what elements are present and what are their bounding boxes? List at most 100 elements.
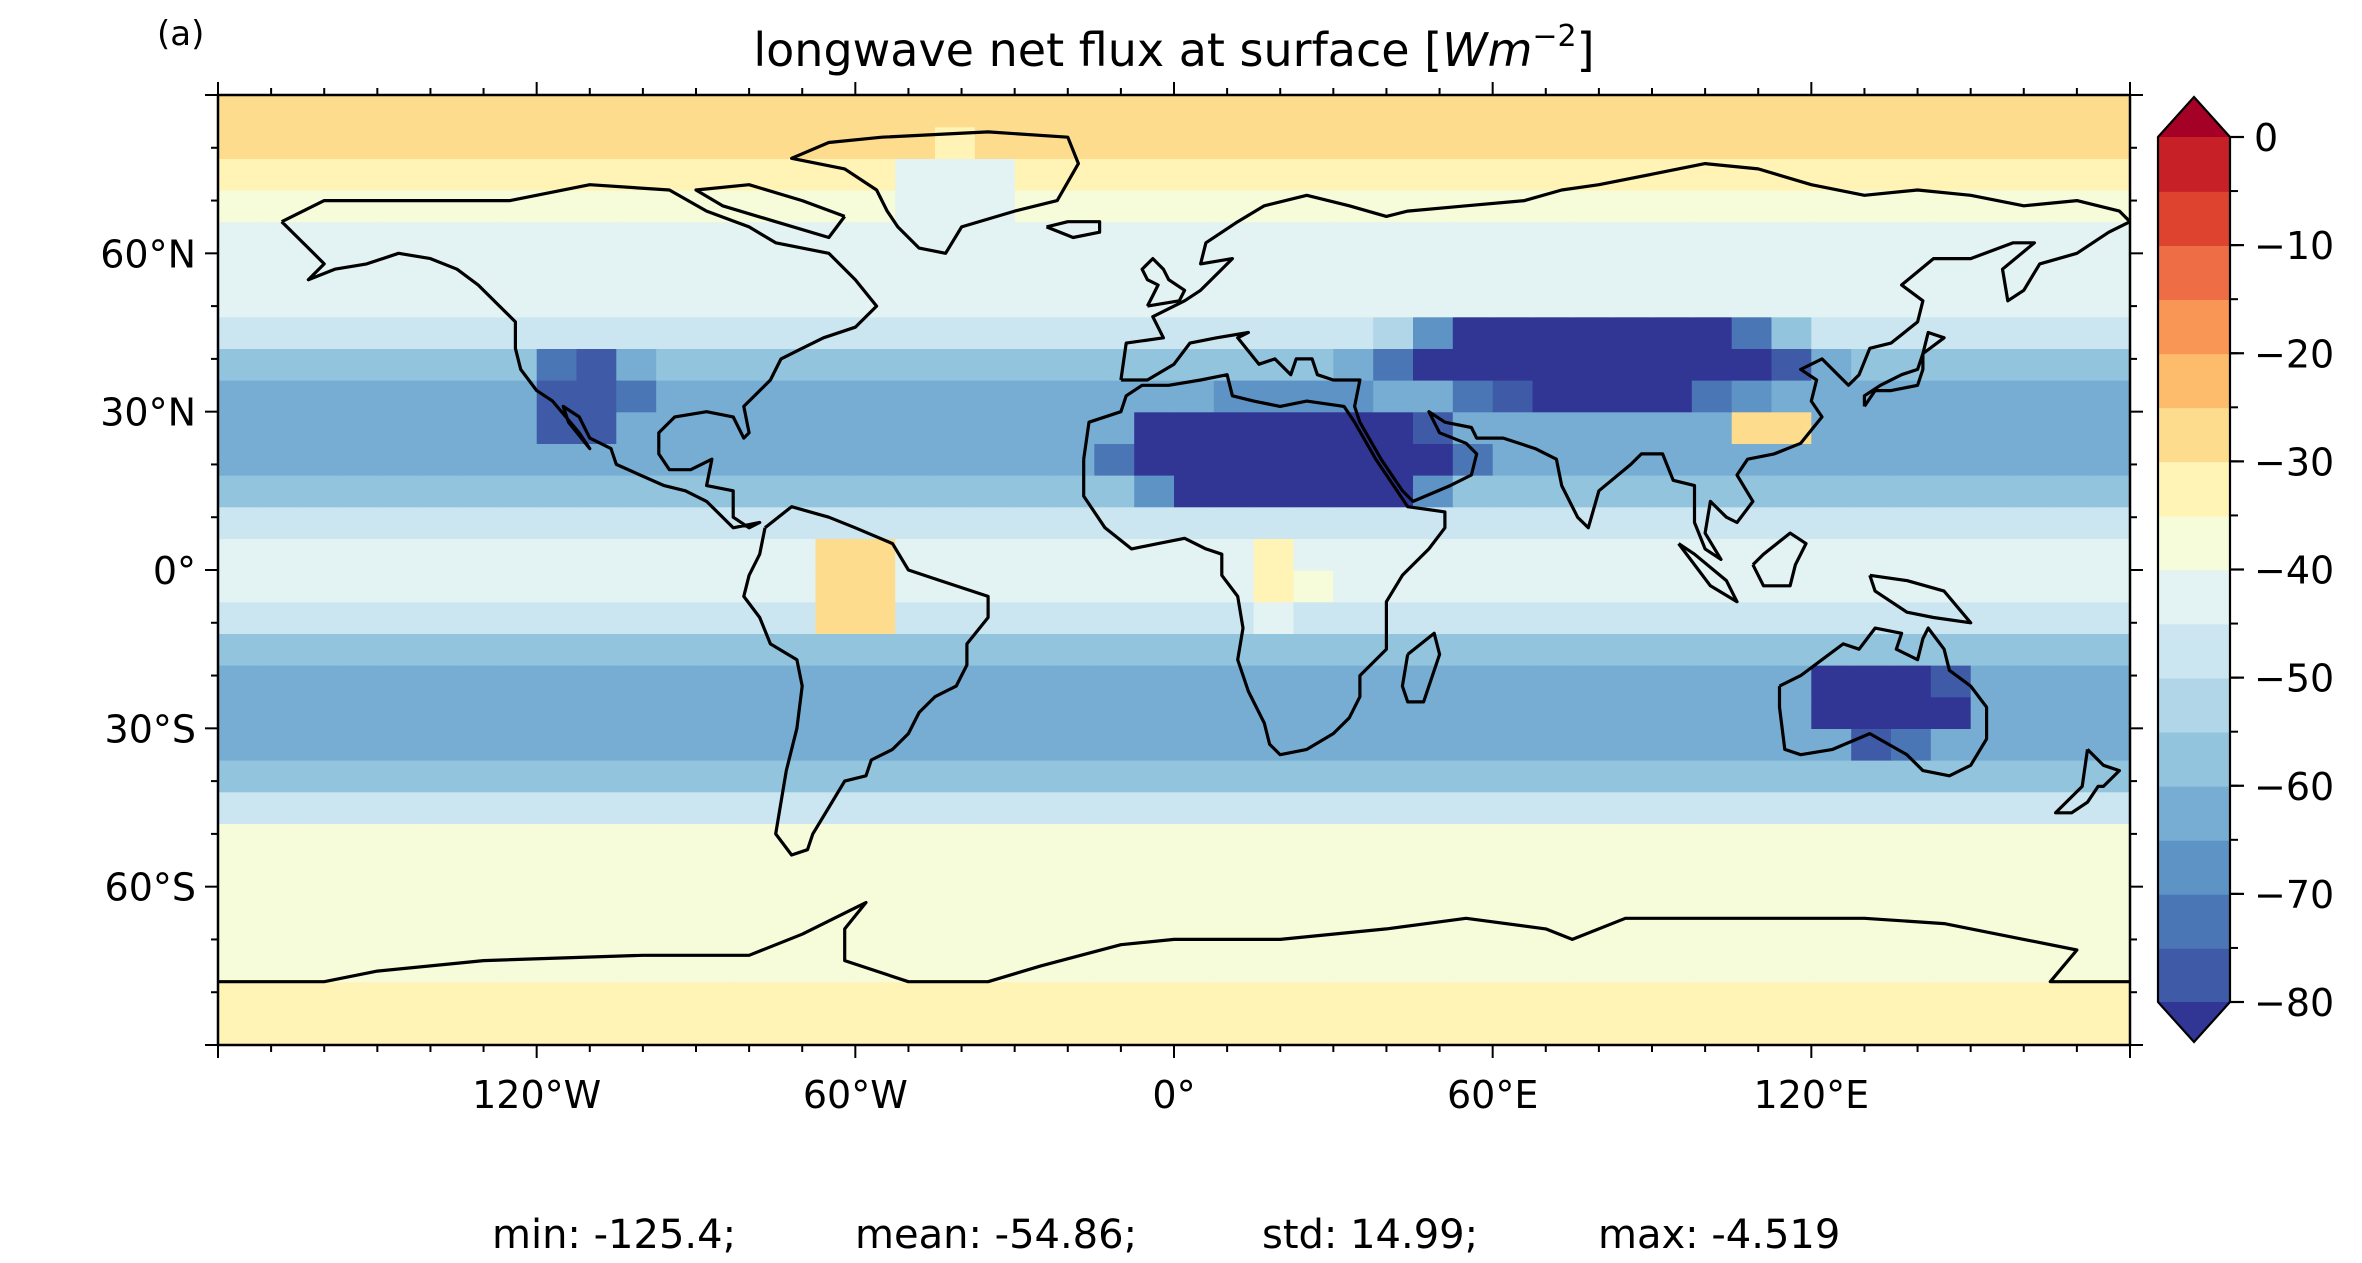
heatmap-cell (1532, 918, 1573, 951)
heatmap-cell (257, 601, 299, 634)
heatmap-cell (1691, 981, 1733, 1014)
heatmap-cell (1572, 95, 1613, 128)
heatmap-cell (1970, 411, 2012, 444)
heatmap-cell (656, 728, 697, 761)
heatmap-cell (616, 760, 657, 793)
heatmap-cell (1293, 823, 1334, 856)
heatmap-cell (1253, 601, 1295, 634)
heatmap-cell (1333, 981, 1374, 1014)
heatmap-cell (457, 443, 498, 476)
heatmap-cell (974, 981, 1016, 1014)
heatmap-cell (1811, 316, 1852, 349)
heatmap-cell (576, 601, 617, 634)
heatmap-cell (457, 950, 498, 983)
heatmap-cell (656, 760, 697, 793)
heatmap-cell (616, 126, 657, 159)
heatmap-cell (1612, 918, 1653, 951)
heatmap-cell (1253, 791, 1295, 824)
heatmap-cell (1134, 665, 1175, 698)
heatmap-cell (616, 696, 657, 729)
heatmap-cell (1691, 601, 1733, 634)
heatmap-cell (297, 791, 339, 824)
heatmap-cell (935, 918, 976, 951)
heatmap-cell (257, 285, 299, 318)
heatmap-cell (297, 126, 339, 159)
heatmap-cell (1492, 791, 1534, 824)
heatmap-cell (775, 285, 817, 318)
heatmap-cell (1731, 855, 1773, 888)
heatmap-cell (656, 285, 697, 318)
heatmap-cell (1612, 285, 1653, 318)
heatmap-cell (1452, 601, 1494, 634)
heatmap-cell (457, 190, 498, 223)
heatmap-cell (2050, 95, 2091, 128)
heatmap-cell (257, 158, 299, 191)
heatmap-cell (1014, 348, 1056, 381)
heatmap-cell (775, 380, 817, 413)
heatmap-cell (1293, 285, 1334, 318)
heatmap-cell (377, 665, 418, 698)
heatmap-cell (1612, 1013, 1653, 1045)
heatmap-cell (1612, 696, 1653, 729)
heatmap-cell (2050, 443, 2091, 476)
heatmap-cell (1851, 443, 1892, 476)
colorbar-extend-min (2158, 1002, 2230, 1042)
heatmap-cell (536, 538, 578, 571)
heatmap-cell (2010, 823, 2051, 856)
heatmap-cell (377, 1013, 418, 1045)
heatmap-cell (775, 918, 817, 951)
heatmap-cell (1134, 633, 1175, 666)
heatmap-cell (974, 158, 1016, 191)
heatmap-cell (457, 633, 498, 666)
heatmap-cell (2010, 158, 2051, 191)
heatmap-cell (417, 380, 458, 413)
heatmap-cell (2090, 918, 2130, 951)
heatmap-cell (1532, 950, 1573, 983)
heatmap-cell (1970, 633, 2012, 666)
heatmap-cell (1891, 253, 1932, 286)
heatmap-cell (257, 411, 299, 444)
heatmap-cell (2050, 538, 2091, 571)
heatmap-cell (974, 380, 1016, 413)
heatmap-cell (1572, 886, 1613, 919)
heatmap-cell (1452, 665, 1494, 698)
heatmap-cell (297, 1013, 339, 1045)
heatmap-cell (417, 506, 458, 539)
heatmap-cell (1174, 380, 1215, 413)
colorbar-segment (2158, 353, 2230, 409)
heatmap-cell (218, 285, 259, 318)
heatmap-cell (1373, 348, 1414, 381)
heatmap-cell (1413, 823, 1454, 856)
heatmap-cell (218, 570, 259, 603)
heatmap-cell (1811, 665, 1852, 698)
heatmap-cell (1532, 791, 1573, 824)
heatmap-cell (974, 950, 1016, 983)
heatmap-cell (815, 981, 856, 1014)
heatmap-cell (457, 696, 498, 729)
heatmap-cell (1652, 633, 1693, 666)
heatmap-cell (1532, 538, 1573, 571)
heatmap-cell (656, 538, 697, 571)
heatmap-cell (1054, 696, 1095, 729)
heatmap-cell (1452, 760, 1494, 793)
heatmap-cell (1811, 411, 1852, 444)
heatmap-cell (1452, 1013, 1494, 1045)
heatmap-cell (457, 475, 498, 508)
heatmap-cell (337, 665, 378, 698)
heatmap-cell (1532, 601, 1573, 634)
heatmap-cell (974, 791, 1016, 824)
heatmap-cell (2050, 728, 2091, 761)
heatmap-cell (815, 886, 856, 919)
heatmap-cell (696, 1013, 737, 1045)
heatmap-cell (1612, 380, 1653, 413)
heatmap-cell (1652, 221, 1693, 254)
heatmap-cell (1094, 95, 1135, 128)
heatmap-cell (1851, 981, 1892, 1014)
heatmap-cell (417, 443, 458, 476)
heatmap-cell (257, 760, 299, 793)
heatmap-cell (2010, 443, 2051, 476)
colorbar-segment (2158, 515, 2230, 571)
heatmap-cell (417, 126, 458, 159)
heatmap-cell (2090, 506, 2130, 539)
